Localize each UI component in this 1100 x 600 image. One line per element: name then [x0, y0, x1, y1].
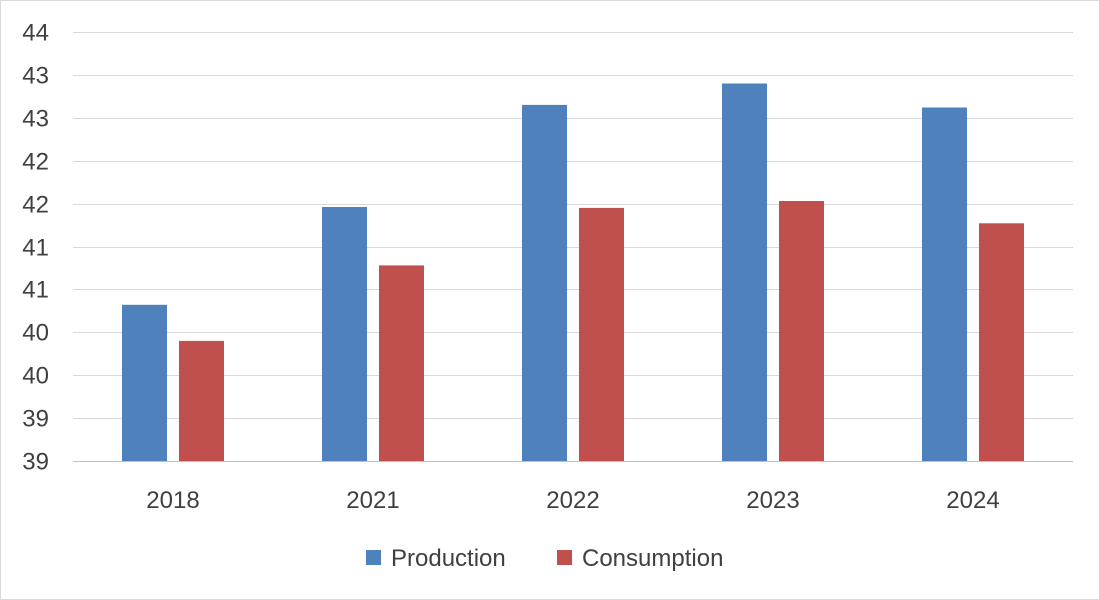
bar-production-2018 [122, 304, 167, 461]
y-tick-label: 39 [22, 449, 49, 476]
y-tick-label: 43 [22, 106, 49, 133]
legend-label: Production [391, 545, 506, 572]
y-tick-label: 42 [22, 192, 49, 219]
x-tick-label: 2018 [146, 487, 199, 514]
y-tick-label: 39 [22, 406, 49, 433]
y-tick-label: 44 [22, 20, 49, 47]
bar-consumption-2018 [179, 340, 224, 461]
y-tick-label: 41 [22, 277, 49, 304]
bars [122, 83, 1024, 462]
bar-consumption-2023 [779, 201, 824, 461]
legend-entry: Consumption [557, 545, 723, 572]
bar-production-2022 [522, 104, 567, 462]
bar-consumption-2021 [379, 265, 424, 461]
x-tick-label: 2023 [746, 487, 799, 514]
x-tick-label: 2021 [346, 487, 399, 514]
y-axis-tick-labels: 39 39 40 40 41 41 42 42 43 43 44 [22, 20, 49, 476]
y-tick-label: 40 [22, 320, 49, 347]
gridlines [73, 32, 1073, 462]
bar-production-2023 [722, 83, 767, 461]
y-tick-label: 42 [22, 149, 49, 176]
legend-entry: Production [366, 545, 506, 572]
legend: Production Consumption [366, 545, 723, 572]
legend-swatch [366, 550, 381, 565]
bar-production-2024 [922, 107, 967, 461]
x-tick-label: 2022 [546, 487, 599, 514]
legend-swatch [557, 550, 572, 565]
y-tick-label: 40 [22, 363, 49, 390]
legend-label: Consumption [582, 545, 723, 572]
bar-production-2021 [322, 207, 367, 461]
y-tick-label: 41 [22, 235, 49, 262]
bar-consumption-2024 [979, 223, 1024, 461]
x-axis-tick-labels: 2018 2021 2022 2023 2024 [146, 487, 999, 514]
bar-consumption-2022 [579, 207, 624, 461]
y-tick-label: 43 [22, 63, 49, 90]
x-tick-label: 2024 [946, 487, 999, 514]
